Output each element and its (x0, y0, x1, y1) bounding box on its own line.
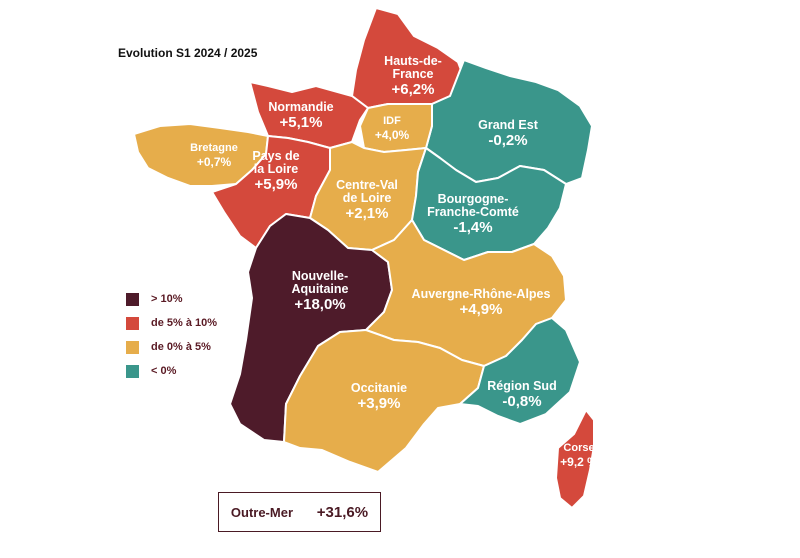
region-name: IDF (383, 115, 401, 127)
region-value: +4,9% (459, 301, 503, 319)
region-name: Corse (563, 442, 595, 454)
outre-mer-value: +31,6% (316, 503, 369, 521)
legend-item: de 0% à 5% (126, 340, 217, 354)
label-region-sud: Région Sud -0,8% (474, 379, 570, 411)
region-name: Bourgogne- Franche-Comté (427, 192, 519, 220)
region-name: Occitanie (350, 381, 408, 395)
region-value: +9,2 % (560, 454, 598, 469)
legend-swatch (126, 340, 139, 354)
region-name: Grand Est (478, 118, 538, 132)
region-value: +5,1% (279, 114, 323, 132)
label-occitanie: Occitanie +3,9% (334, 381, 424, 413)
region-value: +4,0% (374, 127, 410, 142)
legend-label: > 10% (151, 293, 183, 305)
region-value: -0,2% (488, 132, 528, 150)
label-corse: Corse +9,2 % (552, 442, 606, 469)
region-value: +0,7% (196, 154, 232, 169)
region-name: Auvergne-Rhône-Alpes (411, 287, 551, 301)
region-value: -1,4% (453, 219, 493, 237)
region-name: Région Sud (487, 379, 557, 393)
label-centre-val-de-loire: Centre-Val de Loire +2,1% (322, 178, 412, 223)
region-name: Pays de la Loire (252, 149, 300, 177)
region-value: +6,2% (391, 81, 435, 99)
region-name: Hauts-de- France (384, 54, 442, 82)
region-value: +3,9% (357, 395, 401, 413)
legend-label: de 5% à 10% (151, 317, 218, 329)
label-auvergne-rhone-alpes: Auvergne-Rhône-Alpes +4,9% (396, 287, 566, 319)
outre-mer-box: Outre-Mer +31,6% (218, 492, 381, 532)
region-value: -0,8% (502, 393, 542, 411)
region-value: +5,9% (254, 176, 298, 194)
outre-mer-name: Outre-Mer (230, 504, 294, 520)
legend-item: de 5% à 10% (126, 316, 217, 330)
legend-swatch (126, 292, 139, 306)
legend-swatch (126, 364, 139, 378)
legend-label: de 0% à 5% (151, 341, 211, 353)
region-corse[interactable] (555, 409, 595, 509)
label-normandie: Normandie +5,1% (256, 100, 346, 132)
label-nouvelle-aquitaine: Nouvelle- Aquitaine +18,0% (270, 269, 370, 314)
region-name: Normandie (268, 100, 334, 114)
map-title: Evolution S1 2024 / 2025 (118, 46, 258, 60)
region-value: +18,0% (294, 296, 346, 314)
region-name: Nouvelle- Aquitaine (291, 269, 349, 297)
region-value: +2,1% (345, 205, 389, 223)
legend-item: < 0% (126, 364, 217, 378)
legend-swatch (126, 316, 139, 330)
region-name: Centre-Val de Loire (336, 178, 398, 206)
legend: > 10% de 5% à 10% de 0% à 5% < 0% (126, 292, 217, 388)
legend-label: < 0% (151, 365, 177, 377)
legend-item: > 10% (126, 292, 217, 306)
label-bourgogne-franche-comte: Bourgogne- Franche-Comté -1,4% (418, 192, 528, 237)
region-name: Bretagne (190, 142, 238, 154)
label-bretagne: Bretagne +0,7% (174, 142, 254, 169)
region-sud[interactable] (459, 317, 581, 425)
label-pays-de-la-loire: Pays de la Loire +5,9% (236, 149, 316, 194)
label-hauts-de-france: Hauts-de- France +6,2% (368, 54, 458, 99)
label-grand-est: Grand Est -0,2% (458, 118, 558, 150)
label-idf: IDF +4,0% (362, 115, 422, 142)
